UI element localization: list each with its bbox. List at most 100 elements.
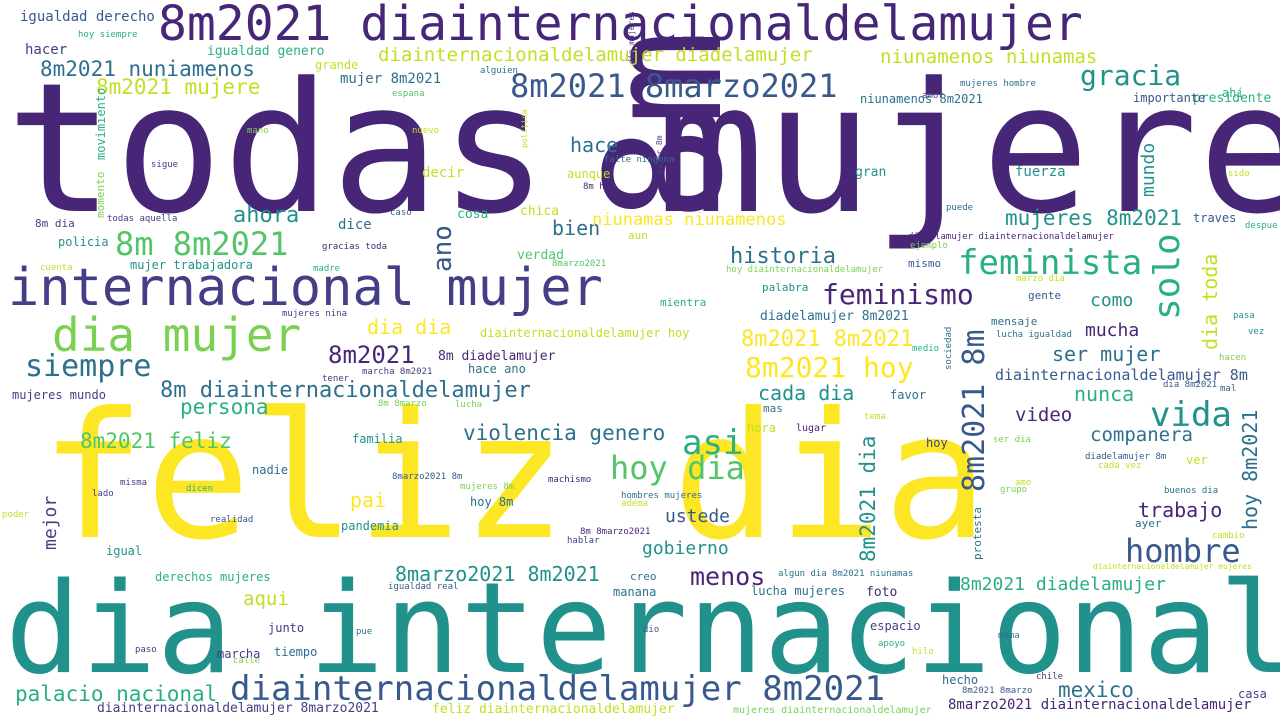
word: diadelamujer diainternacionaldelamujer	[908, 232, 1114, 242]
word: 8m2021 nuniamenos	[40, 57, 255, 81]
word: importante	[1133, 91, 1206, 105]
word: menos	[690, 562, 766, 591]
word: momento	[94, 171, 107, 218]
word: vida	[1150, 395, 1232, 435]
word: tiempo	[274, 645, 318, 659]
word: siempre	[25, 349, 152, 384]
word: mujeres mundo	[12, 388, 106, 402]
word: hacen	[1219, 353, 1247, 363]
word: 8m 8marzo	[378, 399, 427, 409]
word: mal	[1220, 384, 1237, 394]
word: 8m2021 8marzo	[962, 686, 1033, 696]
word: aunque	[567, 167, 611, 181]
word: palabra	[762, 281, 809, 294]
word: policia	[58, 235, 109, 249]
word: mucha	[1085, 320, 1140, 341]
word: diainternacionaldelamujer hoy	[480, 326, 690, 340]
word: hora	[747, 421, 776, 435]
word: madre	[313, 264, 341, 274]
word: dia internacional	[5, 555, 1280, 702]
word: 8m hoy	[583, 182, 616, 192]
word: hoy 8m	[470, 495, 514, 509]
word: 8m2021 8m	[957, 329, 992, 492]
word: dia 8m2021	[1163, 380, 1218, 390]
word: manana	[613, 585, 657, 599]
word: aqui	[243, 588, 289, 610]
word: palacio nacional	[15, 682, 218, 706]
word: caso	[390, 208, 412, 218]
word: dia dia	[367, 315, 452, 339]
word: gran	[855, 165, 887, 180]
word: sigue	[151, 160, 179, 170]
word: paso	[135, 645, 157, 655]
word: traves	[1193, 211, 1237, 225]
word: amo	[1015, 478, 1032, 488]
word: lucha mujeres	[751, 584, 845, 598]
word: 8m2021 niunamas	[832, 569, 914, 579]
word: cambio	[1212, 531, 1245, 541]
word: medio	[912, 344, 940, 354]
word: pandemia	[341, 519, 399, 533]
word: igualdad derecho	[20, 9, 155, 25]
word: junto	[268, 621, 305, 635]
word: mientra	[660, 296, 707, 309]
word: marcha	[217, 647, 261, 661]
word: pue	[356, 627, 373, 637]
word: lugar	[796, 423, 827, 434]
word: 8m diainternacionaldelamujer	[160, 378, 531, 403]
word: despue	[1245, 221, 1278, 231]
word: dice	[338, 217, 372, 233]
word: protesta	[971, 507, 984, 560]
word: aun	[628, 229, 648, 242]
word: hombre	[1125, 532, 1241, 570]
word: lucha igualdad	[996, 330, 1072, 340]
word: diadelamujer 8m	[1085, 452, 1167, 462]
word: 8marzo2021 diainternacionaldelamujer	[948, 697, 1252, 713]
word: hacer	[25, 42, 68, 58]
word: grande	[315, 58, 359, 72]
word: cada vez	[1098, 461, 1142, 471]
word: feliz diainternacionaldelamujer	[432, 702, 675, 717]
word: hace	[570, 133, 619, 157]
word: bien	[552, 216, 601, 240]
word: diainternacionaldelamujer 8marzo2021	[97, 701, 379, 716]
word: 8m 8marzo2021	[580, 527, 651, 537]
word: dia toda	[1198, 253, 1222, 350]
word: todas mujere	[6, 45, 1280, 254]
word: 8m diadelamujer	[438, 349, 556, 364]
word: hace ano	[468, 362, 526, 376]
word: mano	[247, 126, 269, 136]
word: diadelamujer 8m2021	[760, 309, 909, 324]
word: solo	[1147, 233, 1188, 320]
word: 8m2021 mujere	[96, 75, 261, 99]
word: dio	[643, 625, 660, 635]
word: 8m 8m2021	[115, 225, 289, 263]
word: movimiento	[94, 87, 108, 160]
word: hombres mujeres	[621, 491, 703, 501]
word: cada dia	[758, 381, 855, 405]
word: ano	[428, 225, 458, 272]
word: dia mujer	[52, 308, 302, 362]
word: diainternacionaldelamujer 8m2021	[230, 669, 886, 709]
word: hoy diainternacionaldelamujer	[726, 265, 884, 275]
word: mujer 8m	[655, 135, 664, 174]
word: igualdad real	[388, 582, 459, 592]
word: creo	[630, 570, 657, 583]
word: tema	[864, 412, 886, 422]
word: decir	[422, 165, 465, 181]
word: mas	[763, 402, 783, 415]
word: foto	[866, 585, 898, 600]
word: casa	[1238, 687, 1267, 701]
word: diainternacionaldelamujer 8m	[995, 366, 1248, 384]
word: hoy dia	[610, 449, 745, 487]
word: ver	[1186, 453, 1208, 467]
word: como	[1090, 290, 1134, 311]
word: ustede	[665, 506, 731, 527]
word: gracia	[1080, 59, 1182, 92]
word: favor	[890, 388, 927, 402]
word: ser dia	[993, 435, 1031, 445]
word: marcha 8m2021	[362, 367, 433, 377]
word: hilo	[912, 647, 934, 657]
word: familia	[352, 432, 403, 446]
